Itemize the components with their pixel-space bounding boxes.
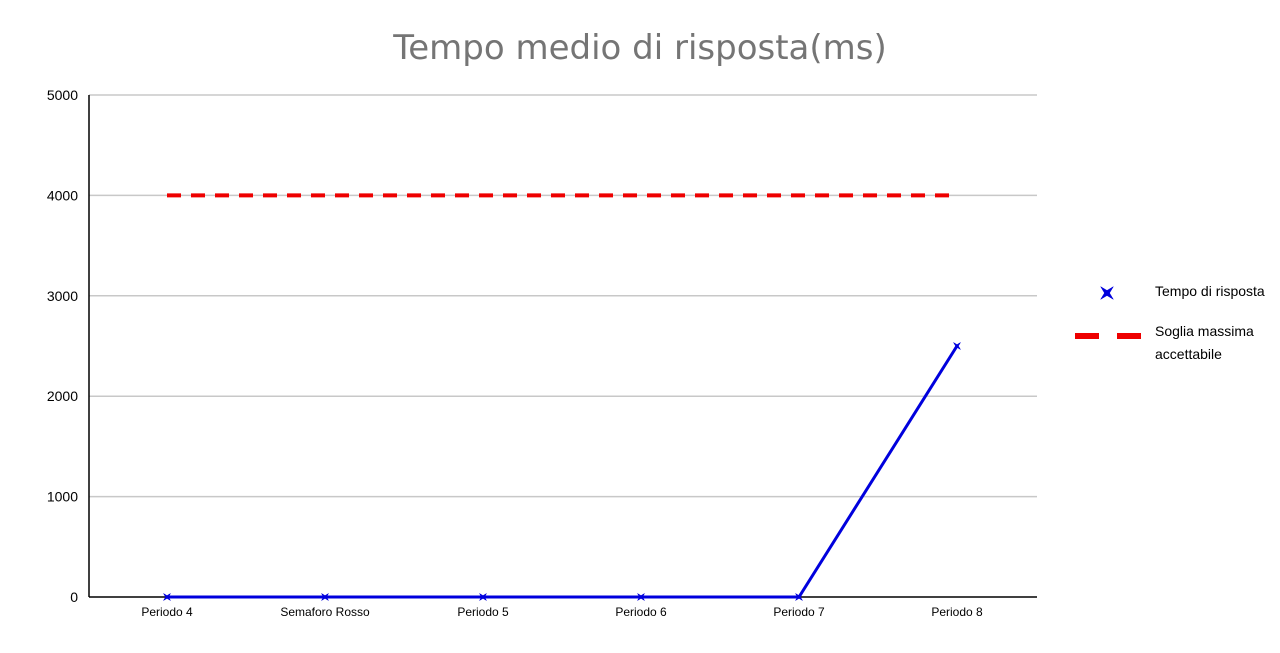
- y-axis-ticks: 0 1000 2000 3000 4000 5000: [47, 87, 78, 605]
- x-axis-ticks: Periodo 4 Semaforo Rosso Periodo 5 Periodo …: [141, 605, 983, 619]
- data-point: [637, 593, 645, 601]
- data-point: [321, 593, 329, 601]
- x-tick-label: Periodo 7: [773, 605, 825, 619]
- legend-label: accettabile: [1155, 346, 1222, 362]
- y-tick-label: 2000: [47, 388, 78, 404]
- series-group: [163, 193, 961, 601]
- legend-marker-icon: [1100, 286, 1114, 300]
- data-point: [479, 593, 487, 601]
- y-tick-label: 4000: [47, 187, 78, 203]
- data-point: [953, 342, 961, 350]
- y-tick-label: 1000: [47, 489, 78, 505]
- y-tick-label: 3000: [47, 288, 78, 304]
- legend-label: Soglia massima: [1155, 323, 1254, 339]
- chart-title: Tempo medio di risposta(ms): [392, 28, 887, 68]
- y-tick-label: 0: [70, 589, 78, 605]
- axes: [88, 95, 1037, 598]
- x-tick-label: Semaforo Rosso: [280, 605, 370, 619]
- legend: Tempo di risposta Soglia massima accettabi…: [1075, 283, 1265, 362]
- data-point: [163, 593, 171, 601]
- series-line-0: [167, 345, 959, 599]
- gridlines: [89, 94, 1037, 498]
- x-tick-label: Periodo 5: [457, 605, 509, 619]
- x-tick-label: Periodo 6: [615, 605, 667, 619]
- y-tick-label: 5000: [47, 87, 78, 103]
- x-tick-label: Periodo 8: [931, 605, 983, 619]
- data-point: [795, 593, 803, 601]
- legend-label: Tempo di risposta: [1155, 283, 1265, 299]
- x-tick-label: Periodo 4: [141, 605, 193, 619]
